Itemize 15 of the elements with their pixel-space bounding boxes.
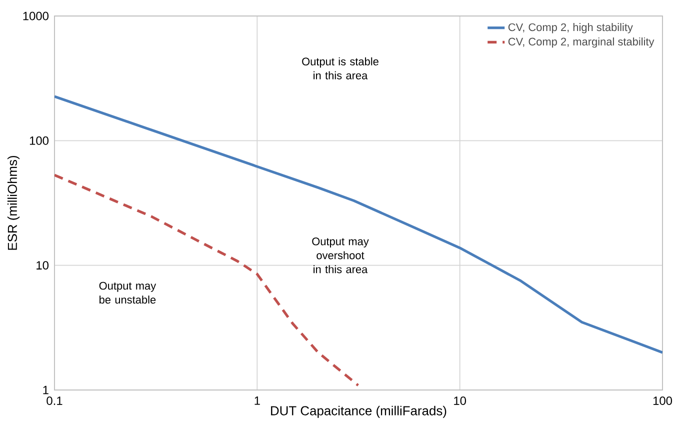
y-tick-label: 1000 <box>23 12 49 20</box>
y-tick-label: 1 <box>43 386 48 394</box>
x-tick-label: 1 <box>254 396 260 405</box>
annotation: Output may overshoot in this area <box>312 238 369 274</box>
y-tick-label: 10 <box>36 261 49 270</box>
legend-label: CV, Comp 2, high stability <box>508 23 633 34</box>
x-axis-title: DUT Capacitance (milliFarads) <box>271 406 446 418</box>
y-tick-label: 100 <box>30 136 49 145</box>
y-axis-title: ESR (milliOhms) <box>7 156 20 250</box>
annotation: Output is stable in this area <box>302 57 378 80</box>
x-tick-label: 0.1 <box>46 396 62 405</box>
x-tick-label: 10 <box>454 396 466 405</box>
annotation: Output may be unstable <box>99 282 156 304</box>
legend-label: CV, Comp 2, marginal stability <box>508 37 654 48</box>
x-tick-label: 100 <box>653 396 672 405</box>
